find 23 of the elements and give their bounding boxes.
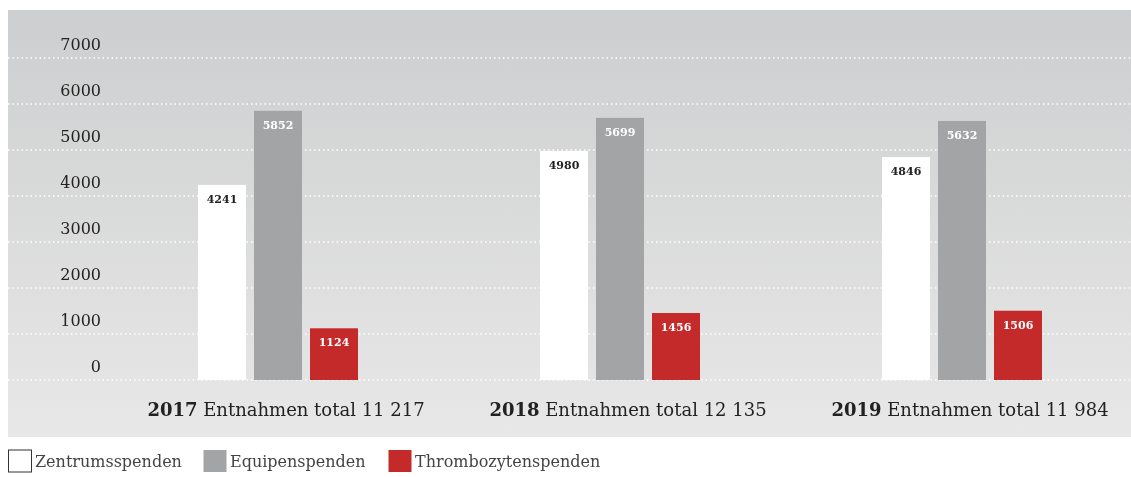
- y-tick-label: 2000: [60, 265, 101, 284]
- data-label: 4241: [206, 192, 238, 206]
- legend-label: Thrombozytenspenden: [415, 452, 601, 471]
- x-tick-label: 2017 Entnahmen total 11 217: [147, 399, 425, 420]
- x-tick-label: 2019 Entnahmen total 11 984: [831, 399, 1109, 420]
- y-tick-label: 5000: [60, 127, 101, 146]
- data-label: 4846: [890, 165, 922, 179]
- data-label: 1506: [1002, 318, 1034, 332]
- data-label: 5699: [604, 125, 636, 139]
- data-label: 1456: [660, 321, 692, 335]
- y-tick-label: 6000: [60, 81, 101, 100]
- y-tick-label: 4000: [60, 173, 101, 192]
- y-tick-label: 7000: [60, 35, 101, 54]
- y-tick-label: 0: [90, 357, 101, 376]
- data-label: 4980: [548, 158, 580, 172]
- legend-label: Zentrumsspenden: [35, 452, 182, 471]
- y-tick-label: 3000: [60, 219, 101, 238]
- data-label: 1124: [318, 336, 350, 350]
- data-label: 5852: [262, 118, 294, 132]
- data-label: 5632: [946, 128, 978, 142]
- legend-label: Equipenspenden: [230, 452, 366, 471]
- x-tick-label: 2018 Entnahmen total 12 135: [489, 399, 767, 420]
- y-tick-label: 1000: [60, 311, 101, 330]
